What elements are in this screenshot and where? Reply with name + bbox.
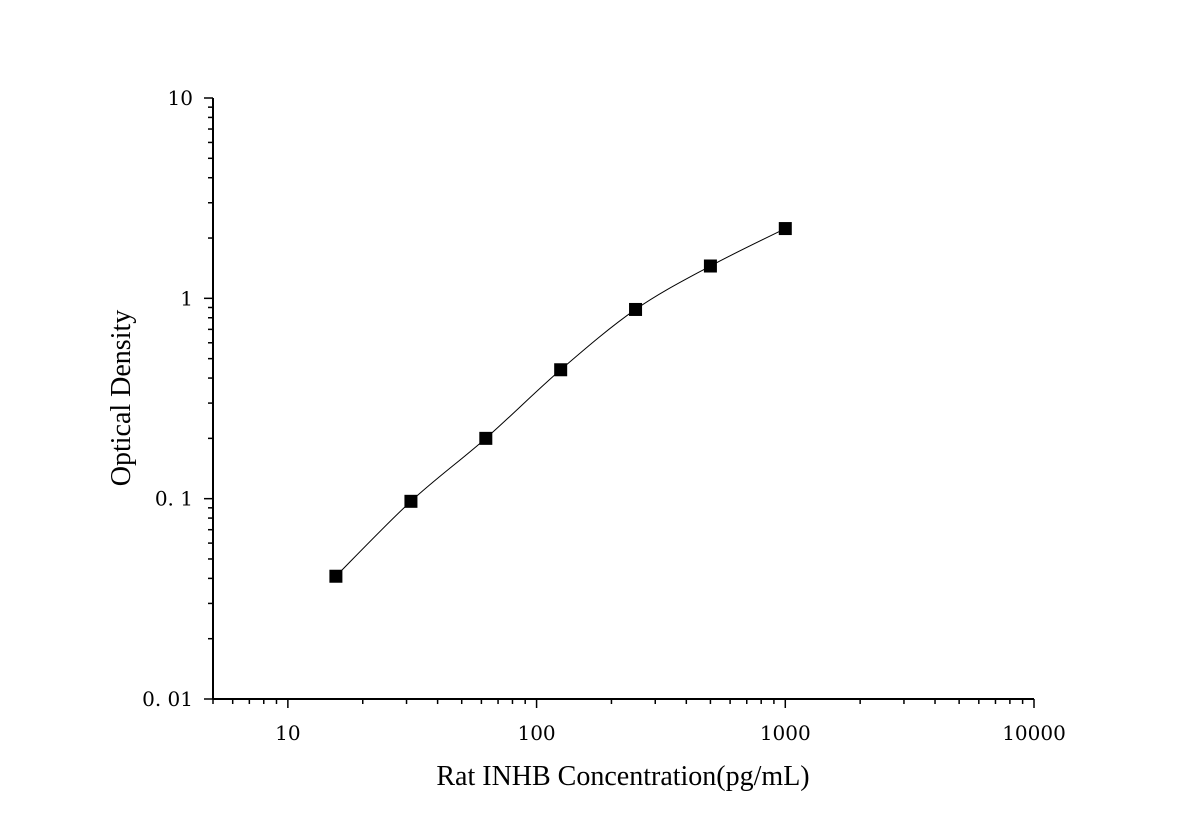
- y-ticks: [204, 97, 213, 700]
- y-tick-label: 1: [180, 286, 193, 310]
- data-point: [404, 494, 418, 508]
- x-tick-label: 10000: [1002, 721, 1066, 745]
- data-point: [479, 431, 493, 445]
- x-ticks: [212, 699, 1035, 708]
- y-tick-label: 0. 1: [155, 487, 193, 511]
- data-markers: [329, 222, 792, 583]
- fit-curve: [335, 228, 786, 577]
- x-axis-title: Rat INHB Concentration(pg/mL): [436, 761, 809, 792]
- data-point: [778, 222, 792, 236]
- x-tick-label: 100: [517, 721, 555, 745]
- x-tick-label: 1000: [760, 721, 811, 745]
- x-tick-label: 10: [275, 721, 300, 745]
- y-tick-label: 0. 01: [142, 687, 193, 711]
- data-point: [554, 363, 568, 377]
- y-tick-labels: 0. 01 0. 1 1 10: [142, 86, 193, 711]
- data-point: [329, 569, 343, 583]
- x-tick-labels: 10 100 1000 10000: [275, 721, 1066, 745]
- axes: [212, 98, 1034, 700]
- data-point: [629, 302, 643, 316]
- data-point: [703, 259, 717, 273]
- y-axis-title: Optical Density: [106, 310, 137, 487]
- y-tick-label: 10: [168, 86, 193, 110]
